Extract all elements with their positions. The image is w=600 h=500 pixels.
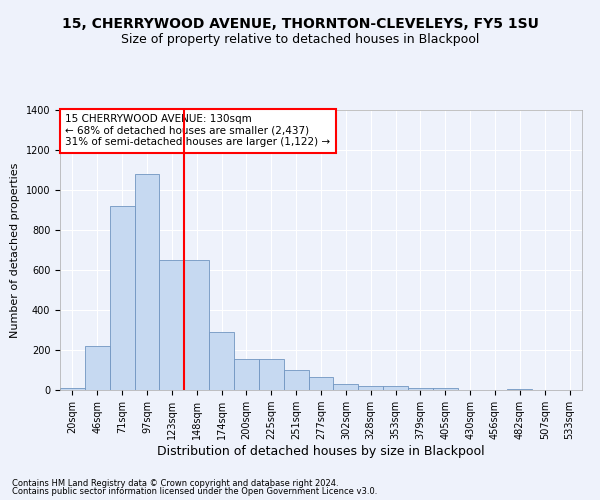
Bar [209, 332, 234, 390]
Bar [284, 370, 308, 390]
Bar [184, 260, 209, 390]
Y-axis label: Number of detached properties: Number of detached properties [10, 162, 20, 338]
Bar [508, 389, 532, 390]
Text: 15 CHERRYWOOD AVENUE: 130sqm
← 68% of detached houses are smaller (2,437)
31% of: 15 CHERRYWOOD AVENUE: 130sqm ← 68% of de… [65, 114, 331, 148]
Bar [383, 386, 408, 390]
Text: 15, CHERRYWOOD AVENUE, THORNTON-CLEVELEYS, FY5 1SU: 15, CHERRYWOOD AVENUE, THORNTON-CLEVELEY… [62, 18, 538, 32]
Text: Size of property relative to detached houses in Blackpool: Size of property relative to detached ho… [121, 32, 479, 46]
Bar [134, 174, 160, 390]
Bar [358, 386, 383, 390]
Bar [85, 346, 110, 390]
Bar [433, 388, 458, 390]
Bar [408, 388, 433, 390]
Bar [60, 388, 85, 390]
Bar [160, 260, 184, 390]
Text: Contains HM Land Registry data © Crown copyright and database right 2024.: Contains HM Land Registry data © Crown c… [12, 478, 338, 488]
Bar [308, 377, 334, 390]
Bar [110, 206, 134, 390]
Text: Contains public sector information licensed under the Open Government Licence v3: Contains public sector information licen… [12, 487, 377, 496]
X-axis label: Distribution of detached houses by size in Blackpool: Distribution of detached houses by size … [157, 445, 485, 458]
Bar [259, 359, 284, 390]
Bar [334, 384, 358, 390]
Bar [234, 359, 259, 390]
